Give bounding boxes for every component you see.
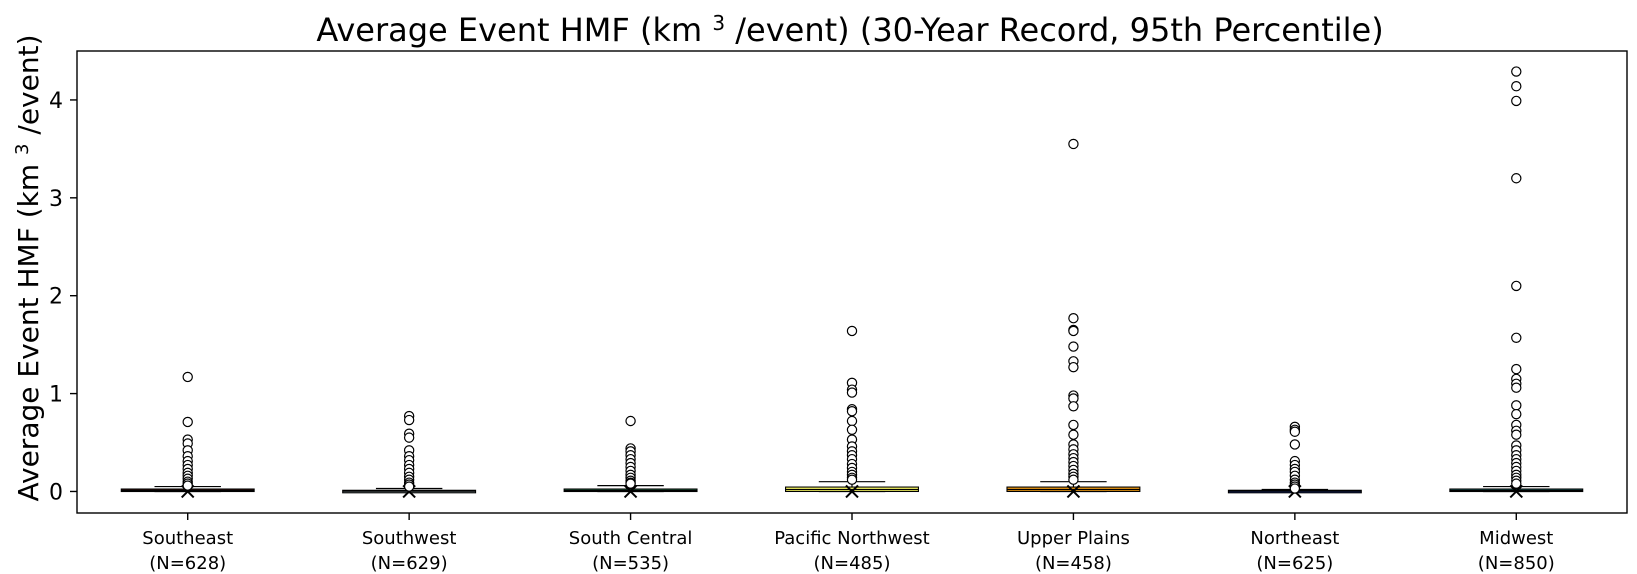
- outlier-point: [403, 414, 415, 426]
- outlier-point: [1289, 426, 1301, 437]
- outlier-point: [1068, 325, 1079, 337]
- x-tick-label: Southeast: [142, 528, 233, 549]
- y-axis-label: Average Event HMF (km 3 /event): [2, 34, 45, 501]
- outlier-point: [1068, 401, 1079, 412]
- outlier-point: [1511, 280, 1522, 292]
- x-tick-label: Upper Plains: [1017, 528, 1130, 549]
- x-tick-count-label: (N=629): [371, 553, 448, 574]
- y-axis-label-superscript: 3: [12, 144, 33, 155]
- chart-title-suffix: /event) (30-Year Record, 95th Percentile…: [735, 11, 1383, 49]
- x-tick-count-label: (N=458): [1035, 553, 1112, 574]
- outlier-point: [1511, 400, 1522, 411]
- x-tick-label: Southwest: [362, 528, 457, 549]
- min-marker: [1509, 484, 1523, 499]
- y-axis-label-prefix: Average Event HMF (km: [12, 164, 45, 502]
- x-tick-count-label: (N=625): [1256, 553, 1333, 574]
- outlier-point: [182, 371, 193, 383]
- outlier-point: [625, 478, 636, 489]
- y-axis-label-suffix: /event): [12, 34, 45, 134]
- outlier-point: [625, 415, 636, 427]
- outlier-point: [1511, 95, 1522, 107]
- outlier-point: [1068, 341, 1079, 352]
- outlier-point: [1511, 478, 1522, 489]
- min-marker: [845, 484, 859, 499]
- x-tick-count-label: (N=485): [814, 553, 891, 574]
- outlier-point: [1511, 66, 1522, 77]
- x-tick-count-label: (N=535): [592, 553, 669, 574]
- min-marker: [1066, 484, 1081, 499]
- outlier-point: [1511, 332, 1522, 343]
- outlier-point: [846, 424, 858, 436]
- box-group: Pacific Northwest (N=485): [774, 325, 930, 574]
- box-group: Upper Plains (N=458): [1006, 138, 1141, 574]
- outlier-point: [1068, 429, 1079, 440]
- outlier-point: [1068, 419, 1079, 431]
- box-group: South Central (N=535): [563, 415, 698, 574]
- outlier-point: [1511, 363, 1522, 375]
- box-group: Midwest (N=850): [1449, 66, 1584, 574]
- outlier-point: [1511, 81, 1522, 92]
- box-group: Southeast (N=628): [120, 371, 255, 574]
- outlier-point: [182, 416, 193, 428]
- chart-title: Average Event HMF (km 3 /event) (30-Year…: [316, 0, 1383, 49]
- y-tick-label: 3: [49, 187, 63, 212]
- x-tick-label: Pacific Northwest: [774, 528, 930, 549]
- outlier-point: [1511, 173, 1522, 184]
- x-tick-count-label: (N=628): [149, 553, 226, 574]
- outlier-point: [846, 415, 858, 427]
- x-tick-label: South Central: [569, 528, 693, 549]
- box-group: Northeast (N=625): [1227, 421, 1362, 574]
- plot-layer: 01234Southeast(N=628)Southwest(N=629)Sou…: [49, 50, 1628, 574]
- outlier-point: [1068, 313, 1079, 324]
- outlier-point: [846, 406, 858, 417]
- outlier-point: [1289, 439, 1301, 450]
- outlier-point: [846, 387, 858, 398]
- y-tick-label: 4: [49, 89, 63, 114]
- y-tick-label: 0: [49, 480, 63, 505]
- outlier-point: [1289, 483, 1301, 494]
- x-tick-count-label: (N=850): [1478, 553, 1555, 574]
- box-group: Southwest (N=629): [342, 410, 477, 574]
- outlier-point: [1068, 474, 1079, 485]
- chart-title-prefix: Average Event HMF (km: [316, 11, 702, 49]
- outlier-point: [182, 480, 193, 491]
- outlier-point: [1068, 361, 1079, 373]
- outlier-point: [403, 432, 415, 443]
- y-tick-label: 1: [49, 383, 63, 408]
- min-marker: [623, 484, 638, 499]
- outlier-point: [1511, 429, 1522, 440]
- outlier-point: [1511, 382, 1522, 393]
- x-tick-label: Midwest: [1479, 528, 1553, 549]
- outlier-point: [846, 325, 858, 337]
- outlier-point: [1511, 408, 1522, 420]
- y-tick-label: 2: [49, 285, 63, 310]
- x-tick-label: Northeast: [1250, 528, 1339, 549]
- outlier-point: [846, 474, 858, 485]
- outlier-point: [403, 481, 415, 492]
- outlier-point: [1068, 138, 1079, 150]
- chart-title-superscript: 3: [712, 11, 725, 35]
